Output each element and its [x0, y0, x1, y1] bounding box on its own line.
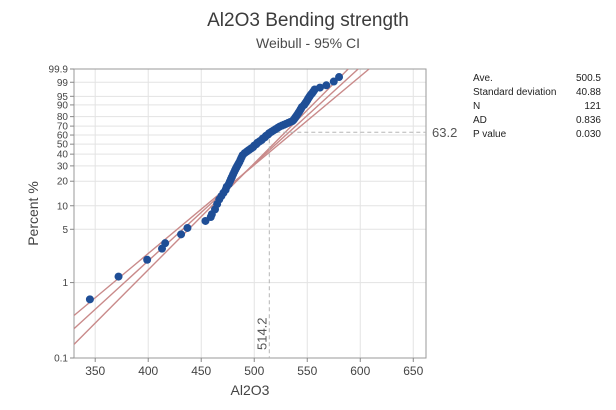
x-axis-title: Al2O3: [231, 382, 270, 398]
fit-line: [74, 69, 359, 330]
y-tick-label: 5: [62, 225, 68, 236]
reference-lines: 63.2 514.2: [254, 125, 457, 358]
y-tick-label: 50: [57, 140, 69, 151]
x-tick-label: 500: [244, 364, 264, 378]
plot-frame: [73, 68, 427, 359]
y-tick-label: 10: [57, 201, 69, 212]
stat-label: AD: [473, 115, 487, 126]
stats-table: Ave. 500.5 Standard deviation 40.88 N 121 A…: [473, 72, 601, 142]
stat-row: P value 0.030: [473, 128, 601, 142]
data-point: [85, 295, 94, 304]
y-tick-label: 99: [57, 78, 69, 89]
chart-subtitle: Weibull - 95% CI: [255, 35, 360, 51]
data-point: [322, 81, 331, 90]
y-tick-label: 1: [62, 278, 68, 289]
y-tick-label: 20: [57, 177, 69, 188]
y-tick-label: 80: [57, 112, 69, 123]
ci-lower-line: [74, 69, 370, 317]
y-tick-label: 99.9: [49, 65, 69, 76]
x-tick-label: 600: [350, 364, 370, 378]
stat-value: 0.836: [575, 115, 601, 126]
data-point: [315, 83, 324, 92]
stat-label: P value: [473, 129, 507, 140]
stat-label: N: [473, 101, 481, 112]
axis-labels: 350 400 450 500 550 600 650 0.1 1 5 10 20 3040506070…: [25, 65, 424, 399]
data-points: [85, 73, 344, 304]
ref-y-label: 63.2: [432, 125, 457, 140]
y-tick-label: 30: [57, 161, 69, 172]
x-tick-label: 350: [85, 364, 105, 378]
y-tick-label: 95: [57, 92, 69, 103]
x-tick-label: 550: [297, 364, 317, 378]
y-tick-label: 40: [57, 150, 69, 161]
ci-upper-line: [74, 69, 349, 346]
stat-value: 500.5: [575, 73, 601, 84]
x-tick-label: 650: [403, 364, 423, 378]
chart-title: Al2O3 Bending strength: [207, 10, 409, 31]
data-point: [114, 272, 123, 281]
stat-value: 0.030: [575, 129, 601, 140]
data-point: [329, 77, 338, 86]
data-point: [335, 73, 344, 82]
stat-value: 121: [584, 101, 601, 112]
grid-layer: [74, 68, 426, 359]
stat-label: Ave.: [473, 73, 493, 84]
data-point: [177, 230, 186, 239]
stat-value: 40.88: [575, 87, 601, 98]
y-tick-label: 0.1: [54, 354, 68, 365]
y-axis-title: Percent %: [25, 181, 41, 246]
stat-row: Ave. 500.5: [473, 72, 601, 86]
x-tick-label: 450: [191, 364, 211, 378]
stat-row: N 121: [473, 100, 601, 114]
stat-label: Standard deviation: [473, 87, 557, 98]
y-tick-label: 60: [57, 131, 69, 142]
data-point: [183, 223, 192, 232]
data-point: [143, 255, 152, 264]
ref-x-label: 514.2: [254, 317, 269, 350]
y-tick-label: 70: [57, 122, 69, 133]
stat-row: Standard deviation 40.88: [473, 86, 601, 100]
y-tick-label: 90: [57, 100, 69, 111]
fit-lines: [74, 69, 370, 346]
stat-row: AD 0.836: [473, 114, 601, 128]
data-point: [161, 239, 170, 248]
x-tick-label: 400: [138, 364, 158, 378]
